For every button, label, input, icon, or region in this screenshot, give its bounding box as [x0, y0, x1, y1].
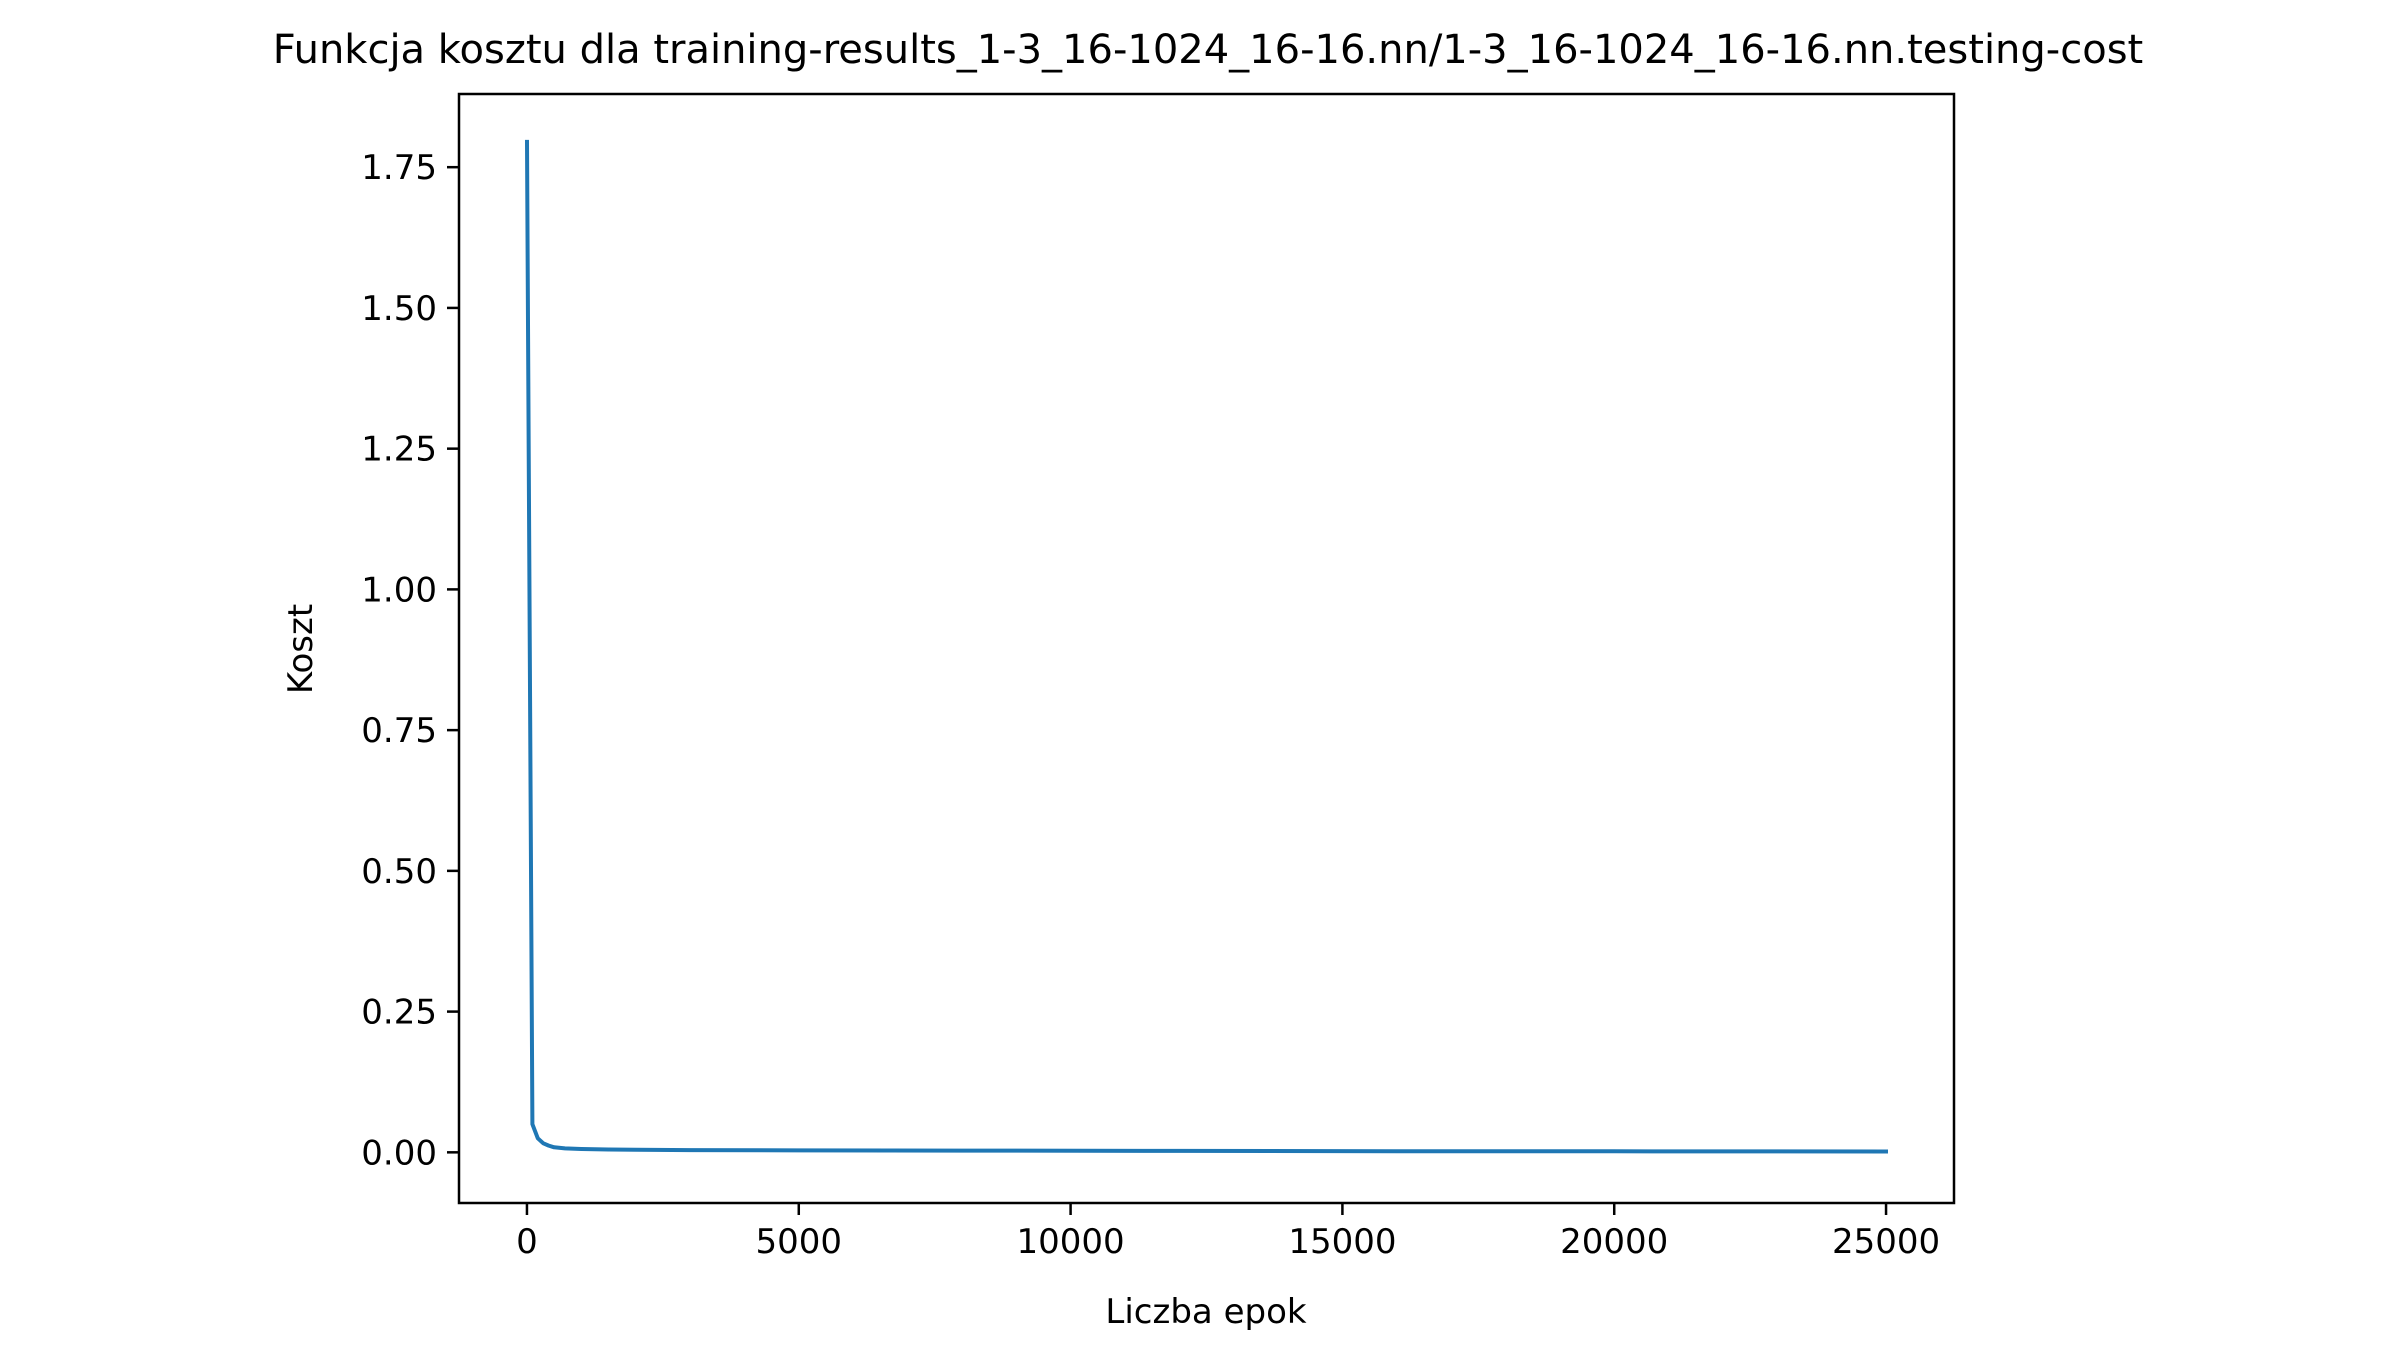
x-axis-label: Liczba epok — [1105, 1292, 1306, 1332]
x-tick-label: 0 — [516, 1222, 538, 1262]
series-line — [524, 139, 1889, 1154]
x-tick-label: 15000 — [1288, 1222, 1396, 1262]
y-axis-ticks: 0.00 0.25 0.50 0.75 1.00 1.25 1.50 1.75 — [361, 148, 459, 1173]
y-tick-label: 1.00 — [361, 570, 437, 610]
plot-area — [524, 139, 1889, 1154]
x-axis-ticks: 0 5000 10000 15000 20000 25000 — [516, 1203, 1940, 1262]
y-tick-label: 1.50 — [361, 289, 437, 329]
x-tick-label: 10000 — [1017, 1222, 1125, 1262]
y-tick-label: 0.50 — [361, 852, 437, 892]
y-tick-label: 0.25 — [361, 993, 437, 1033]
y-tick-label: 1.75 — [361, 148, 437, 188]
y-tick-label: 0.75 — [361, 711, 437, 751]
y-tick-label: 0.00 — [361, 1133, 437, 1173]
x-tick-label: 5000 — [756, 1222, 843, 1262]
chart-title: Funkcja kosztu dla training-results_1-3_… — [273, 27, 2143, 73]
y-axis-label: Koszt — [281, 604, 321, 694]
x-tick-label: 20000 — [1560, 1222, 1668, 1262]
y-tick-label: 1.25 — [361, 430, 437, 470]
x-tick-label: 25000 — [1832, 1222, 1940, 1262]
axes-frame — [457, 92, 1956, 1205]
